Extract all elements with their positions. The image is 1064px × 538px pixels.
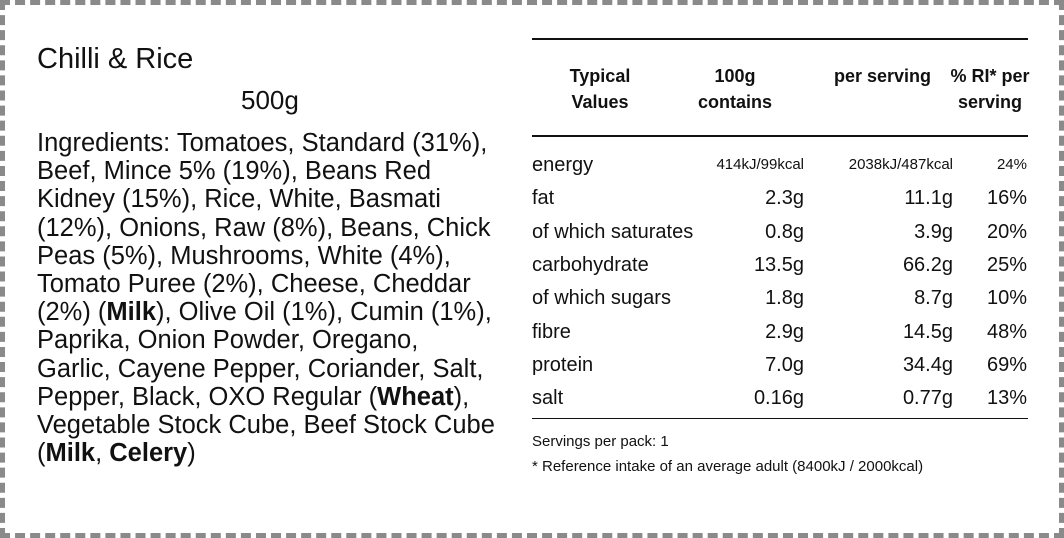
nutrient-value: 2.9g [765, 320, 804, 343]
nutrient-value: 1.8g [765, 287, 804, 310]
nutrient-value: 16% [986, 187, 1027, 210]
column-header: per serving [833, 66, 932, 86]
nutrient-value: 66.2g [902, 253, 953, 276]
nutrient-name: protein [532, 353, 594, 376]
ingredient-text: ) [187, 439, 196, 468]
nutrient-value: 0.16g [753, 387, 804, 410]
footnote: * Reference intake of an average adult (… [532, 458, 924, 475]
nutrient-name: of which sugars [532, 287, 671, 310]
nutrient-name: energy [532, 154, 594, 176]
nutrient-value: 414kJ/99kcal [716, 156, 804, 173]
ingredients: Ingredients: Tomatoes, Standard (31%), B… [37, 129, 497, 467]
nutrient-name: fat [532, 187, 555, 210]
column-header: % RI* per serving [950, 66, 1030, 112]
ingredient-text: Ingredients: Tomatoes, Standard (31%), B… [37, 129, 491, 327]
nutrient-value: 14.5g [902, 320, 953, 343]
nutrient-value: 24% [996, 156, 1027, 173]
allergen: Celery [109, 439, 188, 468]
footnote: Servings per pack: 1 [532, 433, 669, 450]
allergen: Milk [45, 439, 96, 468]
nutrient-value: 13% [986, 387, 1027, 410]
nutrient-value: 0.77g [902, 387, 953, 410]
allergen: Wheat [377, 382, 454, 411]
nutrient-value: 10% [986, 287, 1027, 310]
nutrient-value: 3.9g [914, 220, 953, 243]
column-header: Typical Values [569, 66, 631, 112]
allergen: Milk [106, 298, 157, 327]
nutrient-name: of which saturates [532, 220, 694, 243]
nutrient-value: 0.8g [765, 220, 804, 243]
nutrient-value: 48% [986, 320, 1027, 343]
nutrient-name: carbohydrate [532, 253, 649, 276]
column-header: 100g contains [697, 66, 772, 112]
nutrient-value: 20% [986, 220, 1027, 243]
ingredient-text: ), Vegetable Stock Cube, Beef Stock Cube… [37, 382, 495, 468]
product-name: Chilli & Rice [37, 43, 194, 75]
nutrient-name: fibre [532, 320, 571, 343]
nutrient-value: 69% [986, 353, 1027, 376]
table-rule [532, 418, 1028, 419]
nutrient-value: 2038kJ/487kcal [848, 156, 953, 173]
nutrient-name: salt [532, 387, 564, 410]
product-weight: 500g [241, 85, 299, 115]
nutrient-value: 7.0g [765, 353, 804, 376]
nutrient-value: 34.4g [902, 353, 953, 376]
table-rule [532, 135, 1028, 137]
ingredient-text: ), Olive Oil (1%), Cumin (1%), Paprika, … [37, 298, 492, 411]
nutrient-value: 2.3g [765, 187, 804, 210]
nutrient-value: 8.7g [914, 287, 953, 310]
nutrient-value: 11.1g [904, 187, 953, 210]
table-rule [532, 38, 1028, 40]
nutrient-value: 25% [986, 253, 1027, 276]
nutrient-value: 13.5g [753, 253, 804, 276]
ingredient-text: , [95, 439, 110, 468]
